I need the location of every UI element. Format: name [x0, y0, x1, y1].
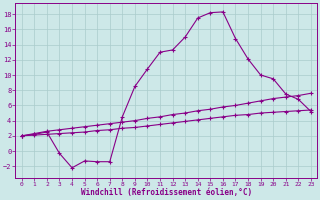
X-axis label: Windchill (Refroidissement éolien,°C): Windchill (Refroidissement éolien,°C)	[81, 188, 252, 197]
